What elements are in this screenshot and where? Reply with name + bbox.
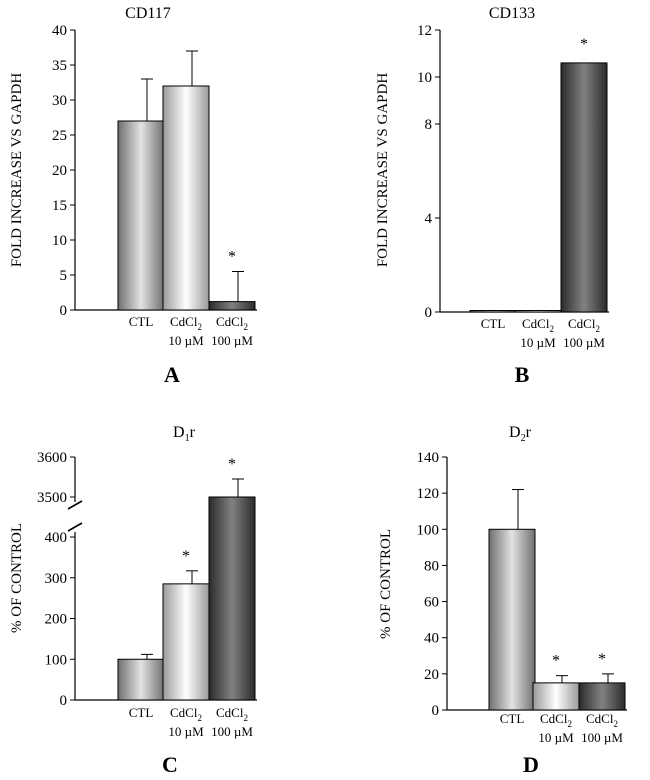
y-tick-label: 20	[424, 667, 439, 683]
x-category-label: CdCl2	[522, 316, 554, 334]
x-category-label: CTL	[481, 316, 506, 331]
y-tick-label: 40	[424, 631, 439, 647]
chart-title: D2r	[509, 424, 532, 444]
x-category-label: CdCl2	[216, 705, 248, 723]
bar-0	[117, 120, 165, 311]
chart-title: D1r	[173, 424, 196, 444]
x-category-sublabel: 100 µM	[581, 730, 623, 745]
x-category-label: CdCl2	[540, 711, 572, 729]
y-tick-label: 15	[52, 198, 67, 214]
y-tick-label: 12	[417, 23, 432, 39]
y-tick-label: 20	[52, 163, 67, 179]
chart-panel-D: D2r 0 20 40 60 80 100 120 140 % OF CONTROL CTL * CdC…	[378, 424, 627, 777]
x-category-label: CTL	[129, 705, 154, 720]
x-category-sublabel: 10 µM	[538, 730, 574, 745]
y-tick-label: 120	[417, 486, 440, 502]
chart-panel-B: CD133 0 4 8 10 12 FOLD INCREASE VS GAPDH CTL CdC…	[375, 5, 609, 387]
y-tick-label: 10	[417, 70, 432, 86]
y-axis-label: FOLD INCREASE VS GAPDH	[375, 73, 391, 268]
x-category-sublabel: 100 µM	[211, 333, 253, 348]
bar-2	[208, 496, 256, 701]
panel-label: C	[162, 752, 178, 777]
significance-star: *	[580, 36, 588, 53]
y-tick-label: 100	[45, 652, 68, 668]
y-tick-label: 30	[52, 93, 67, 109]
y-tick-label: 0	[425, 305, 433, 321]
y-tick-label: 300	[45, 571, 68, 587]
y-tick-label: 8	[425, 117, 433, 133]
x-category-label: CdCl2	[586, 711, 618, 729]
x-category-sublabel: 10 µM	[168, 724, 204, 739]
bar-0	[488, 528, 536, 711]
y-tick-label: 3500	[37, 490, 67, 506]
bar-1	[532, 682, 580, 711]
panel-label: A	[164, 362, 180, 387]
axis-break-mark	[67, 522, 83, 532]
y-tick-label: 0	[60, 303, 68, 319]
y-tick-label: 100	[417, 522, 440, 538]
x-category-label: CdCl2	[216, 314, 248, 332]
y-tick-label: 140	[417, 450, 440, 466]
bar-1	[162, 583, 210, 701]
chart-panel-A: CD117 0 5 10 15 20 25 30 35 40 FOLD INCREASE VS GA…	[9, 5, 257, 387]
x-category-label: CTL	[500, 711, 525, 726]
chart-panel-C: D1r 0 100 200 300 400 3500 3600 % OF CONTROL CTL *…	[9, 424, 257, 777]
x-category-label: CdCl2	[170, 314, 202, 332]
y-tick-label: 400	[45, 530, 68, 546]
y-tick-label: 0	[60, 693, 68, 709]
bar-2	[578, 682, 626, 711]
significance-star: *	[598, 651, 606, 668]
bar-0	[117, 658, 165, 701]
y-tick-label: 60	[424, 595, 439, 611]
y-axis-label: % OF CONTROL	[378, 529, 394, 639]
x-category-label: CdCl2	[170, 705, 202, 723]
chart-title: CD133	[489, 5, 535, 22]
chart-title: CD117	[125, 5, 171, 22]
y-tick-label: 0	[432, 703, 440, 719]
y-axis-label: % OF CONTROL	[9, 523, 25, 633]
significance-star: *	[228, 249, 236, 266]
y-tick-label: 3600	[37, 450, 67, 466]
panel-label: D	[523, 752, 539, 777]
panel-label: B	[515, 362, 530, 387]
significance-star: *	[182, 548, 190, 565]
bar-1	[162, 85, 210, 311]
y-tick-label: 40	[52, 23, 67, 39]
y-tick-label: 5	[60, 268, 68, 284]
bar-0	[469, 310, 517, 313]
y-tick-label: 200	[45, 612, 68, 628]
y-tick-label: 80	[424, 558, 439, 574]
x-category-sublabel: 100 µM	[211, 724, 253, 739]
x-category-label: CTL	[129, 314, 154, 329]
y-tick-label: 10	[52, 233, 67, 249]
axis-break-mark	[67, 500, 83, 510]
significance-star: *	[228, 456, 236, 473]
y-axis-label: FOLD INCREASE VS GAPDH	[9, 73, 25, 268]
x-category-label: CdCl2	[568, 316, 600, 334]
bar-2	[560, 62, 608, 313]
x-category-sublabel: 10 µM	[520, 335, 556, 350]
x-category-sublabel: 10 µM	[168, 333, 204, 348]
bar-2	[208, 301, 256, 311]
bar-1	[514, 310, 562, 313]
y-tick-label: 25	[52, 128, 67, 144]
significance-star: *	[552, 653, 560, 670]
x-category-sublabel: 100 µM	[563, 335, 605, 350]
y-tick-label: 35	[52, 58, 67, 74]
y-tick-label: 4	[425, 211, 433, 227]
